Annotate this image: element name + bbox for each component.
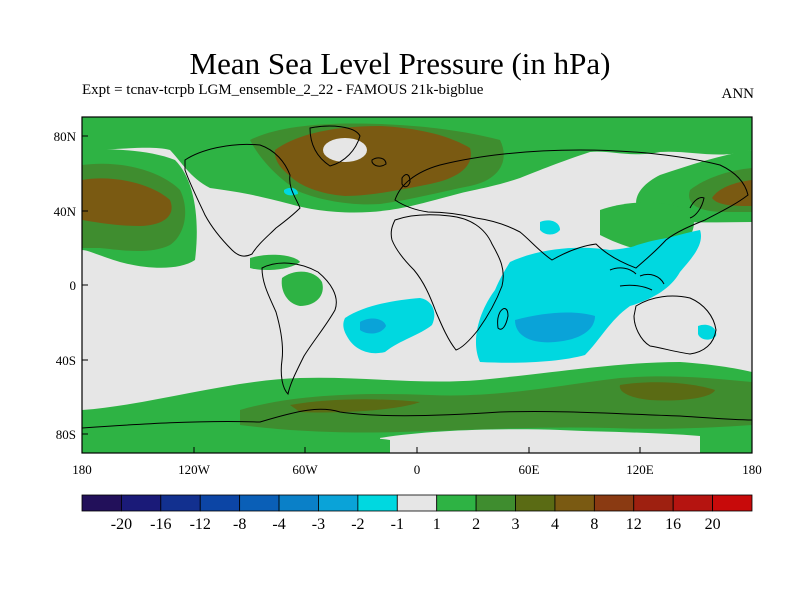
x-tick-label: 180	[72, 462, 92, 477]
colorbar-swatch	[121, 494, 162, 512]
colorbar-swatch	[633, 494, 674, 512]
coast-north-america	[184, 143, 301, 257]
y-tick-label: 80S	[56, 427, 76, 442]
colorbar-label: 2	[472, 516, 480, 533]
coast-eurasia	[394, 149, 749, 269]
colorbar-swatch	[593, 494, 635, 512]
arabian-cyan	[540, 220, 560, 235]
southern-brown-core	[619, 382, 715, 401]
colorbar-label: -3	[312, 516, 325, 533]
map-title: Mean Sea Level Pressure (in hPa)	[189, 46, 611, 81]
x-tick-label: 120W	[178, 462, 211, 477]
colorbar-label: 12	[626, 516, 642, 533]
y-tick-labels: 80N 40N 0 40S 80S	[54, 129, 77, 442]
australia-cyan	[698, 324, 717, 340]
colorbar-swatch	[672, 494, 713, 512]
y-tick-label: 40N	[54, 204, 77, 219]
colorbar	[81, 494, 753, 512]
x-tick-labels: 180 120W 60W 0 60E 120E 180	[72, 462, 762, 477]
colorbar-swatch	[554, 494, 595, 512]
colorbar-label: -2	[351, 516, 364, 533]
experiment-subtitle: Expt = tcnav-tcrpb LGM_ensemble_2_22 - F…	[82, 82, 484, 98]
colorbar-label: 3	[512, 516, 520, 533]
central-america-green	[250, 254, 300, 270]
x-tick-label: 60E	[519, 462, 540, 477]
colorbar-label: -16	[150, 516, 171, 533]
colorbar-swatch	[318, 494, 359, 512]
coast-south-america	[261, 262, 337, 396]
colorbar-label: -1	[391, 516, 404, 533]
colorbar-label: -12	[190, 516, 211, 533]
colorbar-swatch	[712, 494, 753, 512]
north-brown-core	[274, 126, 471, 196]
coast-africa	[390, 214, 504, 351]
colorbar-label: 16	[665, 516, 681, 533]
colorbar-swatch	[396, 494, 438, 512]
colorbar-swatch	[475, 494, 516, 512]
contour-field	[82, 117, 752, 453]
x-tick-label: 0	[414, 462, 421, 477]
coast-australia	[633, 295, 717, 355]
newfoundland-cyan	[284, 187, 298, 196]
y-tick-label: 80N	[54, 129, 77, 144]
antarctic-green-edge	[230, 430, 390, 453]
south-atlantic-cyan	[343, 298, 435, 354]
colorbar-labels: -20 -16 -12 -8 -4 -3 -2 -1 1 2 3 4 8 12 16 20	[111, 516, 721, 533]
coast-madagascar	[497, 308, 509, 330]
coast-greenland	[309, 125, 361, 167]
maritime-continent-cyan	[620, 236, 691, 290]
colorbar-label: 1	[433, 516, 441, 533]
colorbar-label: -8	[233, 516, 246, 533]
south-america-green	[281, 271, 323, 306]
coast-britain	[401, 174, 411, 188]
colorbar-swatch	[239, 494, 280, 512]
x-tick-label: 60W	[292, 462, 318, 477]
y-tick-label: 40S	[56, 353, 76, 368]
colorbar-label: 20	[705, 516, 721, 533]
coast-japan	[689, 197, 705, 219]
colorbar-swatch	[515, 494, 556, 512]
indian-ocean-deep-cyan	[515, 312, 595, 343]
colorbar-label: -20	[111, 516, 132, 533]
x-tick-label: 120E	[626, 462, 654, 477]
colorbar-label: 8	[590, 516, 598, 533]
colorbar-swatch	[357, 494, 398, 512]
south-atlantic-deep-cyan	[360, 318, 386, 334]
antarctic-gap	[380, 429, 700, 453]
colorbar-swatch	[81, 494, 122, 512]
coast-indonesia	[609, 267, 665, 291]
colorbar-swatch	[199, 494, 241, 512]
colorbar-swatch	[160, 494, 201, 512]
colorbar-label: 4	[551, 516, 559, 533]
axis-ticks	[81, 135, 753, 453]
coast-antarctica	[82, 408, 752, 429]
y-tick-label: 0	[70, 278, 77, 293]
coastlines	[82, 125, 752, 429]
colorbar-swatch	[278, 494, 319, 512]
colorbar-swatch	[436, 494, 477, 512]
x-tick-label: 180	[742, 462, 762, 477]
greenland-gap	[323, 138, 367, 162]
colorbar-label: -4	[272, 516, 285, 533]
coast-iceland	[371, 157, 387, 167]
north-pacific-brown-west	[82, 178, 172, 226]
season-label: ANN	[721, 86, 755, 102]
